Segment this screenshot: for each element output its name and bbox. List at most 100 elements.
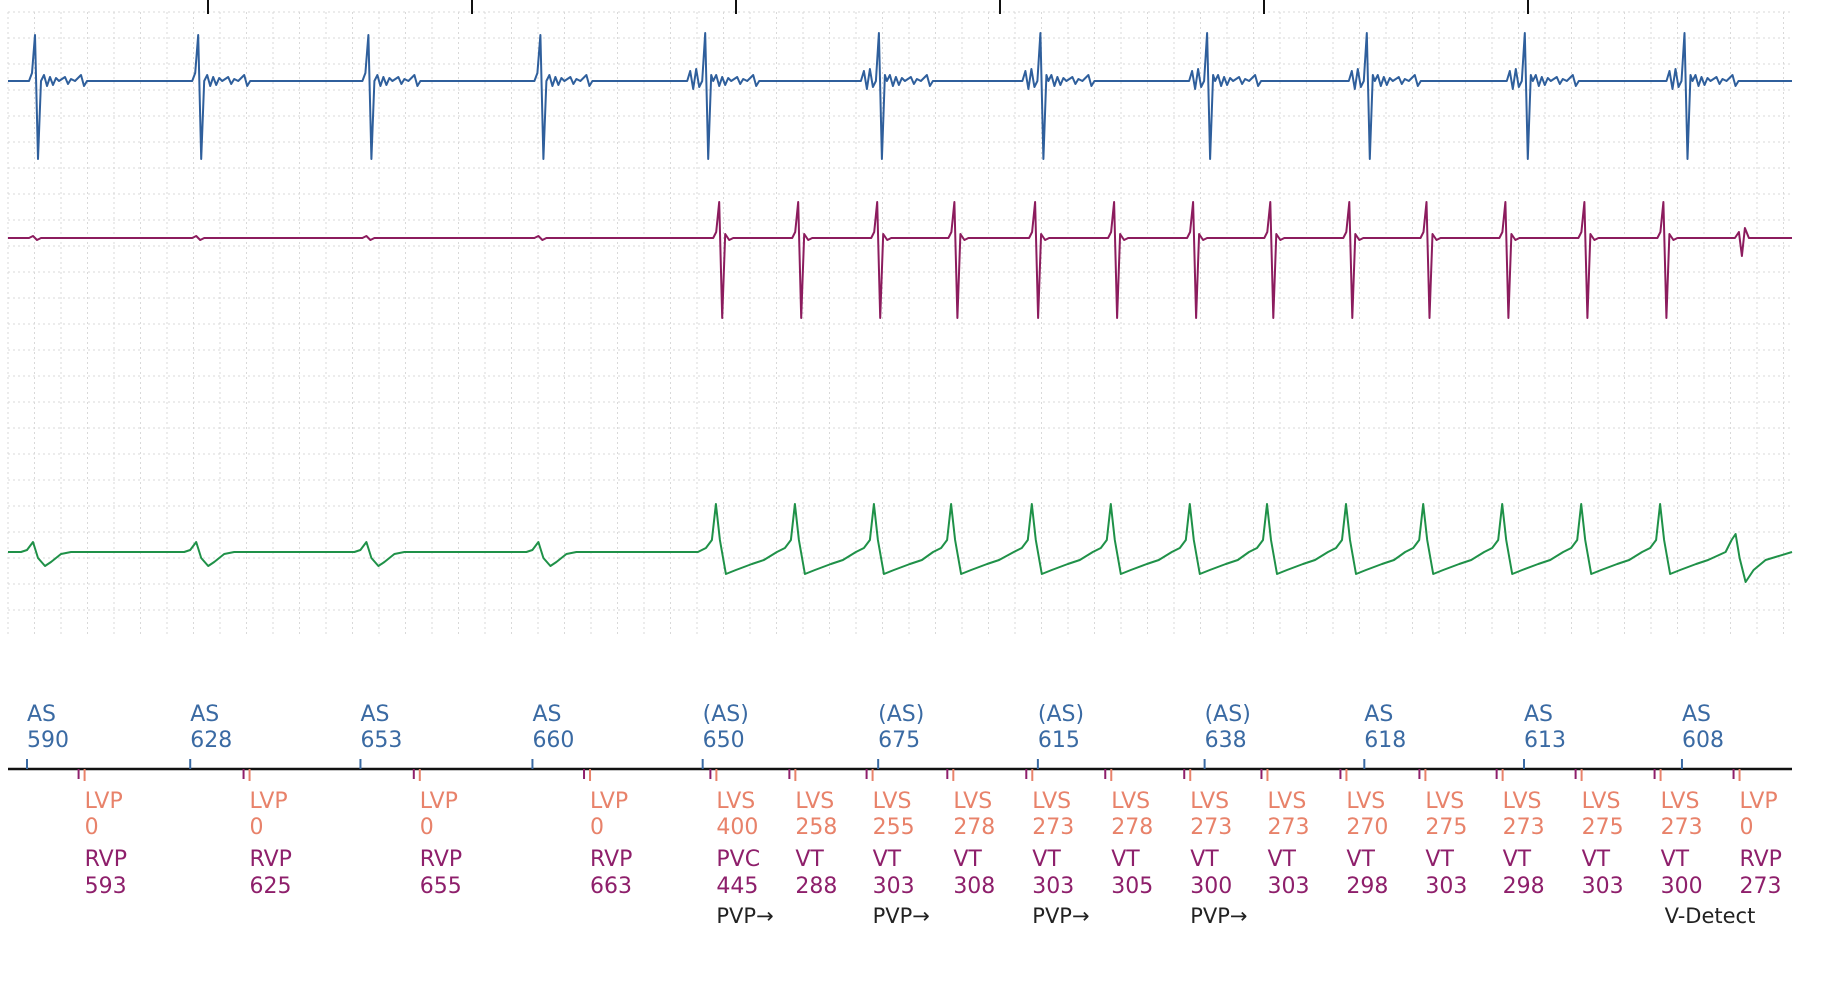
atrial-marker-label: (AS)	[703, 702, 749, 727]
rv-marker-label: VT	[1346, 847, 1375, 872]
rv-marker-value: 288	[795, 874, 837, 899]
lv-marker-value: 400	[716, 815, 758, 840]
lv-marker-label: LVS	[795, 789, 834, 814]
rv-marker-label: RVP	[85, 847, 127, 872]
grid	[7, 11, 1792, 635]
rv-marker-value: 303	[1032, 874, 1074, 899]
rv-marker-value: 308	[953, 874, 995, 899]
rv-marker-label: VT	[1582, 847, 1611, 872]
atrial-marker-label: AS	[360, 702, 389, 727]
lv-marker-label: LVS	[1661, 789, 1700, 814]
rv-marker-label: RVP	[1740, 847, 1782, 872]
atrial-marker-label: AS	[1682, 702, 1711, 727]
lv-marker-label: LVP	[85, 789, 123, 814]
rv-marker-value: 303	[1582, 874, 1624, 899]
lv-marker-value: 270	[1346, 815, 1388, 840]
rv-marker-label: VT	[1190, 847, 1219, 872]
lv-marker-label: LVS	[1267, 789, 1306, 814]
atrial-marker-value: 590	[27, 728, 69, 753]
lv-marker-label: LVP	[1740, 789, 1778, 814]
rv-marker-value: 445	[716, 874, 758, 899]
marker-annotation: PVP→	[1190, 904, 1247, 928]
rv-marker-label: VT	[1425, 847, 1454, 872]
atrial-marker-value: 653	[360, 728, 402, 753]
rv-marker-label: VT	[1661, 847, 1690, 872]
lv-marker-value: 0	[420, 815, 434, 840]
lv-marker-label: LVP	[420, 789, 458, 814]
atrial-marker-label: AS	[1524, 702, 1553, 727]
rv-marker-label: RVP	[590, 847, 632, 872]
lv-marker-value: 273	[1032, 815, 1074, 840]
atrial-marker-value: 608	[1682, 728, 1724, 753]
lv-marker-label: LVS	[953, 789, 992, 814]
lv-marker-value: 0	[250, 815, 264, 840]
rv-marker-value: 303	[1267, 874, 1309, 899]
lv-marker-label: LVS	[1425, 789, 1464, 814]
atrial-marker-label: AS	[190, 702, 219, 727]
rv-marker-value: 593	[85, 874, 127, 899]
rv-marker-label: VT	[1032, 847, 1061, 872]
lv-marker-label: LVS	[1190, 789, 1229, 814]
lv-marker-value: 255	[873, 815, 915, 840]
marker-annotation: PVP→	[1032, 904, 1089, 928]
marker-annotation: V-Detect	[1665, 904, 1756, 928]
lv-marker-value: 0	[1740, 815, 1754, 840]
rv-marker-value: 273	[1740, 874, 1782, 899]
marker-annotation: PVP→	[873, 904, 930, 928]
rv-marker-label: VT	[795, 847, 824, 872]
atrial-marker-label: AS	[27, 702, 56, 727]
lv-marker-label: LVP	[250, 789, 288, 814]
lv-marker-label: LVS	[1111, 789, 1150, 814]
atrial-marker-label: (AS)	[1038, 702, 1084, 727]
egm_bottom-trace	[8, 503, 1793, 583]
rv-marker-label: VT	[873, 847, 902, 872]
lv-marker-label: LVP	[590, 789, 628, 814]
lv-marker-label: LVS	[1503, 789, 1542, 814]
rv-marker-label: VT	[1111, 847, 1140, 872]
lv-marker-value: 273	[1661, 815, 1703, 840]
lv-marker-label: LVS	[1582, 789, 1621, 814]
atrial-marker-value: 613	[1524, 728, 1566, 753]
lv-marker-label: LVS	[1346, 789, 1385, 814]
lv-marker-value: 273	[1190, 815, 1232, 840]
lv-marker-label: LVS	[1032, 789, 1071, 814]
top-time-ticks	[207, 0, 1529, 14]
lv-marker-value: 258	[795, 815, 837, 840]
rv-marker-value: 305	[1111, 874, 1153, 899]
rv-marker-value: 303	[1425, 874, 1467, 899]
atrial-marker-value: 638	[1205, 728, 1247, 753]
atrial-marker-value: 650	[703, 728, 745, 753]
atrial-marker-value: 618	[1364, 728, 1406, 753]
lv-marker-value: 278	[1111, 815, 1153, 840]
marker-annotation: PVP→	[716, 904, 773, 928]
rv-marker-value: 625	[250, 874, 292, 899]
rv-marker-value: 300	[1661, 874, 1703, 899]
atrial-marker-value: 628	[190, 728, 232, 753]
atrial-marker-label: (AS)	[1205, 702, 1251, 727]
rv-marker-value: 300	[1190, 874, 1232, 899]
lv-marker-value: 273	[1503, 815, 1545, 840]
lv-marker-value: 0	[590, 815, 604, 840]
lv-marker-label: LVS	[716, 789, 755, 814]
rv-marker-label: VT	[1267, 847, 1296, 872]
rv-marker-label: VT	[953, 847, 982, 872]
rv-marker-value: 303	[873, 874, 915, 899]
lv-marker-value: 0	[85, 815, 99, 840]
lv-marker-value: 278	[953, 815, 995, 840]
egm_mid-trace	[8, 201, 1792, 319]
atrial-marker-value: 675	[878, 728, 920, 753]
rv-marker-value: 298	[1503, 874, 1545, 899]
lv-marker-value: 275	[1425, 815, 1467, 840]
atrial-marker-label: (AS)	[878, 702, 924, 727]
rv-marker-label: PVC	[716, 847, 760, 872]
rv-marker-label: RVP	[250, 847, 292, 872]
atrial-marker-label: AS	[1364, 702, 1393, 727]
rv-marker-label: RVP	[420, 847, 462, 872]
atrial-marker-value: 615	[1038, 728, 1080, 753]
egm_top-trace	[8, 32, 1792, 160]
atrial-marker-value: 660	[532, 728, 574, 753]
rv-marker-value: 655	[420, 874, 462, 899]
rv-marker-label: VT	[1503, 847, 1532, 872]
lv-marker-value: 275	[1582, 815, 1624, 840]
